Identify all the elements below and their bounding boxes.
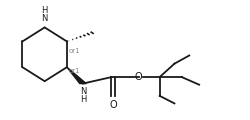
Text: H
N: H N — [42, 6, 48, 23]
Text: O: O — [109, 100, 117, 111]
Text: O: O — [135, 72, 142, 82]
Polygon shape — [67, 67, 86, 84]
Text: or1: or1 — [68, 48, 80, 54]
Text: or1: or1 — [68, 68, 80, 74]
Text: N
H: N H — [80, 87, 86, 104]
